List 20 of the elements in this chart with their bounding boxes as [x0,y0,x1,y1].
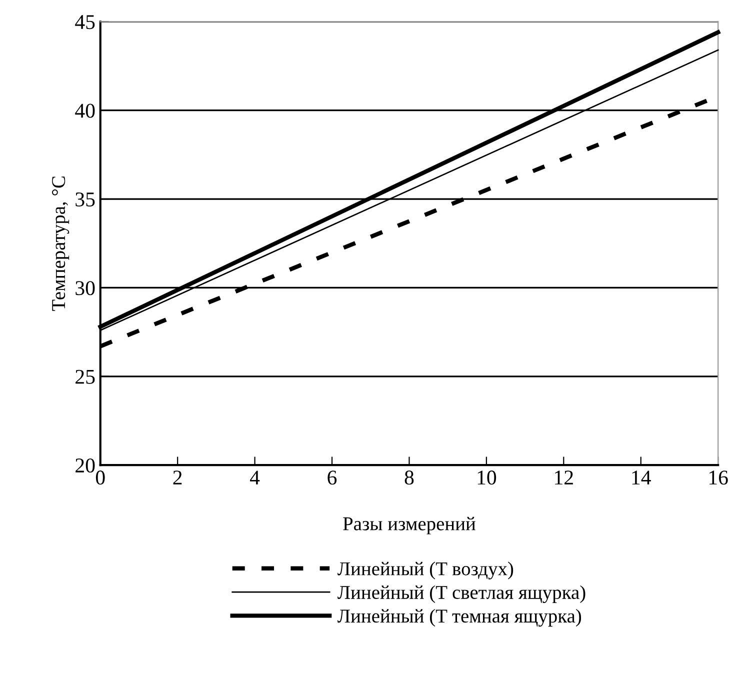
x-tick-label: 6 [328,470,337,485]
y-tick-label: 30 [76,281,95,296]
x-tick-label: 4 [250,470,260,484]
legend-label: Линейный (T воздух) [338,562,514,580]
x-axis-title: Разы измерений [343,516,476,534]
x-tick-label: 8 [404,470,414,485]
legend-label: Линейный (T темная ящурка) [338,608,582,627]
y-axis-title: Температура, °C [52,176,70,311]
y-tick-label: 40 [75,104,95,118]
x-tick-label: 12 [555,470,573,484]
x-tick-label: 2 [173,470,182,484]
x-tick-label: 10 [478,470,496,485]
y-tick-label: 35 [76,192,95,206]
y-tick-label: 25 [76,370,95,384]
y-tick-label: 45 [75,15,95,30]
x-tick-label: 0 [96,470,105,485]
legend-label: Линейный (T светлая ящурка) [338,585,586,604]
x-tick-label: 16 [709,470,728,485]
x-tick-label: 14 [632,470,651,484]
y-tick-label: 20 [76,458,95,473]
